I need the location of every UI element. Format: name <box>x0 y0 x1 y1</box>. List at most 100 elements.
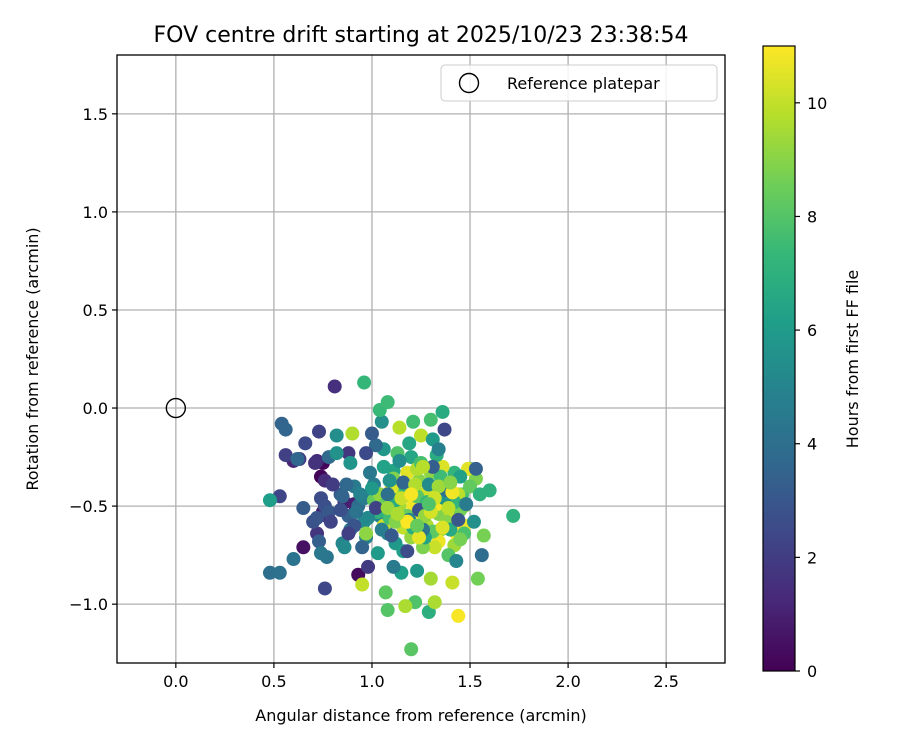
scatter-point <box>441 501 456 516</box>
scatter-point <box>313 546 328 561</box>
x-tick-label: 2.0 <box>555 672 580 691</box>
scatter-point <box>370 546 385 561</box>
scatter-point <box>325 477 340 492</box>
scatter-point <box>415 459 430 474</box>
scatter-point <box>272 565 287 580</box>
scatter-point <box>286 552 301 567</box>
scatter-point <box>435 520 450 535</box>
legend-box <box>440 64 718 102</box>
y-axis-ticks: −1.0 −0.5 0.0 0.5 1.0 1.5 <box>69 105 117 614</box>
scatter-point <box>463 479 478 494</box>
scatter-point <box>380 487 395 502</box>
scatter-point <box>506 508 521 523</box>
scatter-point <box>278 448 293 463</box>
plot-frame <box>116 54 726 664</box>
scatter-points <box>262 375 521 657</box>
y-axis-label: Rotation from reference (arcmin) <box>23 227 42 490</box>
scatter-point <box>374 414 389 429</box>
scatter-point <box>449 554 464 569</box>
scatter-point <box>437 422 452 437</box>
scatter-point <box>329 446 344 461</box>
scatter-point <box>431 442 446 457</box>
scatter-point <box>476 528 491 543</box>
scatter-point <box>361 559 376 574</box>
grid <box>117 55 725 663</box>
scatter-point <box>402 436 417 451</box>
scatter-point <box>472 487 487 502</box>
scatter-point <box>421 497 436 512</box>
scatter-point <box>412 530 427 545</box>
scatter-point <box>451 608 466 623</box>
scatter-point <box>466 514 481 529</box>
scatter-point <box>339 477 354 492</box>
scatter-point <box>337 540 352 555</box>
scatter-point <box>363 465 378 480</box>
scatter-point <box>380 603 395 618</box>
colorbar-tick-label: 0 <box>807 662 817 681</box>
y-tick-label: −1.0 <box>69 595 108 614</box>
x-tick-label: 1.5 <box>457 672 482 691</box>
scatter-point <box>470 571 485 586</box>
scatter-point <box>382 473 397 488</box>
scatter-point <box>323 514 338 529</box>
scatter-point <box>404 642 419 657</box>
scatter-point <box>361 510 376 525</box>
y-tick-label: 0.0 <box>83 399 108 418</box>
scatter-point <box>404 487 419 502</box>
scatter-point <box>443 475 458 490</box>
scatter-point <box>333 503 348 518</box>
scatter-point <box>410 563 425 578</box>
scatter-point <box>468 461 483 476</box>
scatter-point <box>345 426 360 441</box>
colorbar-tick-label: 4 <box>807 435 817 454</box>
x-tick-label: 0.0 <box>163 672 188 691</box>
scatter-point <box>390 506 405 521</box>
scatter-point <box>459 497 474 512</box>
scatter-point <box>278 422 293 437</box>
y-tick-label: 1.0 <box>83 203 108 222</box>
scatter-point <box>474 548 489 563</box>
chart-title: FOV centre drift starting at 2025/10/23 … <box>154 23 689 48</box>
scatter-point <box>355 540 370 555</box>
scatter-point <box>329 428 344 443</box>
legend-marker-open-circle <box>458 72 480 94</box>
scatter-point <box>376 459 391 474</box>
reference-platepar-marker <box>165 397 187 419</box>
x-axis-label: Angular distance from reference (arcmin) <box>255 706 586 725</box>
scatter-point <box>435 404 450 419</box>
scatter-point <box>384 528 399 543</box>
scatter-point <box>364 426 379 441</box>
scatter-point <box>327 379 342 394</box>
colorbar-tick-label: 6 <box>807 321 817 340</box>
scatter-point <box>423 412 438 427</box>
scatter-point <box>414 428 428 443</box>
x-tick-label: 1.0 <box>359 672 384 691</box>
scatter-point <box>355 577 370 592</box>
scatter-point <box>427 595 442 610</box>
scatter-point <box>453 532 468 547</box>
reference-point <box>165 397 187 419</box>
scatter-point <box>296 540 311 555</box>
scatter-point <box>445 575 460 590</box>
colorbar-ticks: 0 2 4 6 8 10 <box>795 94 827 681</box>
scatter-point <box>386 559 401 574</box>
scatter-point <box>312 534 327 549</box>
scatter-point <box>392 420 407 435</box>
scatter-point <box>262 565 277 580</box>
scatter-point <box>262 493 277 508</box>
scatter-point <box>451 512 466 527</box>
scatter-point <box>427 540 442 555</box>
scatter-point <box>353 487 368 502</box>
scatter-point <box>317 581 332 596</box>
colorbar-label: Hours from first FF file <box>843 270 862 449</box>
scatter-point <box>400 544 415 559</box>
scatter-point <box>290 452 305 467</box>
scatter-point <box>357 375 372 390</box>
colorbar-tick-label: 2 <box>807 548 817 567</box>
scatter-point <box>308 455 323 470</box>
colorbar <box>762 45 796 672</box>
scatter-point <box>431 479 446 494</box>
scatter-point <box>380 395 395 410</box>
scatter-point <box>396 475 411 490</box>
